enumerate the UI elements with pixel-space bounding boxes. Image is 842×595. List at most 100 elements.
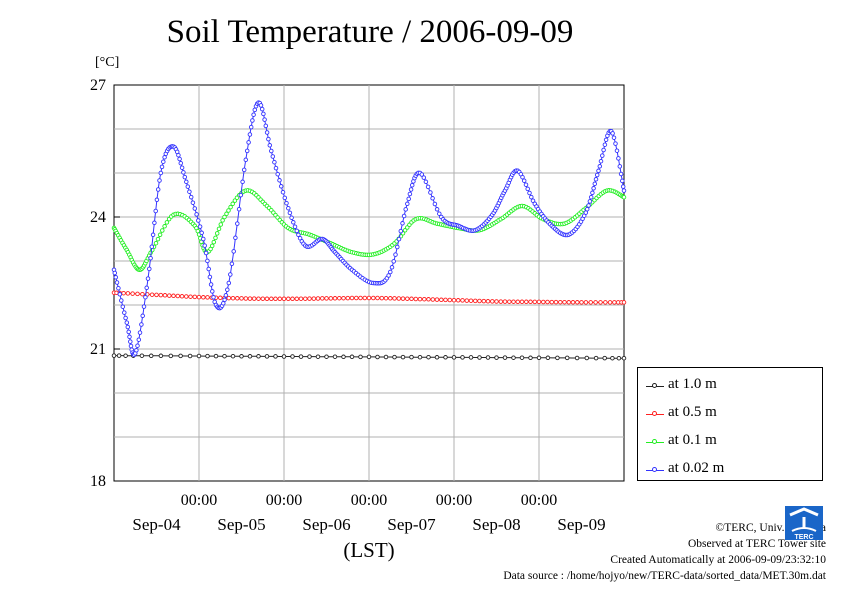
data-point (226, 280, 232, 286)
data-point (135, 291, 140, 297)
data-point (251, 296, 257, 301)
x-tick-date-label: Sep-06 (302, 515, 350, 534)
data-point (120, 304, 126, 309)
x-axis-label: (LST) (343, 538, 394, 562)
legend-label: at 0.1 m (668, 432, 717, 448)
data-point (477, 355, 482, 360)
data-point (402, 228, 408, 233)
data-point (477, 298, 482, 304)
data-point (434, 355, 440, 360)
data-point (409, 354, 414, 360)
data-point (616, 156, 621, 161)
data-point (190, 200, 196, 205)
data-point (250, 118, 255, 123)
data-point (119, 298, 124, 303)
data-point (428, 190, 433, 195)
data-point (320, 296, 325, 301)
data-point (311, 296, 317, 301)
data-point (121, 290, 126, 296)
data-point (230, 295, 236, 301)
data-point (205, 353, 210, 359)
data-point (202, 243, 207, 248)
data-point (298, 296, 304, 301)
data-point (401, 213, 407, 219)
data-point (123, 315, 128, 321)
data-point (588, 300, 593, 305)
data-point (187, 189, 192, 194)
data-point (179, 294, 185, 299)
data-point (485, 299, 491, 304)
data-point (515, 299, 521, 305)
data-point (603, 300, 608, 305)
data-point (392, 354, 397, 360)
legend-label: at 0.02 m (668, 460, 725, 476)
data-point (280, 189, 286, 195)
data-point (256, 354, 261, 359)
data-point (185, 184, 191, 189)
data-point (434, 207, 440, 212)
data-point (167, 293, 172, 298)
data-point (354, 295, 359, 301)
data-point (232, 198, 238, 203)
data-point (162, 224, 167, 229)
logo-text: TERC (794, 534, 813, 541)
legend-label: at 1.0 m (668, 376, 717, 392)
data-point (598, 158, 604, 164)
data-point (228, 204, 233, 210)
data-point (116, 285, 121, 291)
data-point (239, 296, 244, 301)
data-point (425, 184, 431, 190)
data-point (366, 354, 372, 360)
data-point (498, 299, 504, 304)
data-point (460, 298, 465, 303)
data-point (124, 320, 130, 325)
data-point (613, 141, 618, 146)
chart-credits: ©TERC, Univ. Tsukuba Observed at TERC To… (503, 520, 826, 584)
data-point (473, 298, 478, 304)
data-point (485, 355, 491, 360)
data-point (417, 296, 423, 302)
data-point (196, 218, 201, 223)
data-point (558, 299, 563, 305)
data-point (122, 310, 127, 315)
legend-item: at 0.5 m (638, 402, 822, 430)
data-point (196, 353, 202, 359)
data-point (328, 296, 334, 301)
data-point (181, 170, 186, 175)
data-point (144, 285, 149, 291)
terc-logo-icon: TERC (784, 505, 824, 541)
data-point (403, 207, 408, 212)
created-at-text: Created Automatically at 2006-09-09/23:3… (610, 554, 826, 566)
data-point (205, 258, 210, 264)
x-tick-date-label: Sep-08 (472, 515, 520, 534)
data-point (177, 156, 182, 162)
data-point (541, 299, 546, 305)
data-point (267, 143, 273, 148)
x-tick-time-label: 00:00 (436, 492, 472, 509)
data-point (584, 355, 590, 361)
data-point (223, 293, 229, 298)
data-point (149, 292, 155, 297)
data-point (408, 187, 414, 192)
data-point (187, 353, 193, 359)
data-point (511, 299, 516, 304)
data-point (437, 211, 442, 216)
legend-item: at 1.0 m (638, 374, 822, 402)
data-point (617, 164, 623, 169)
data-point (468, 355, 474, 360)
legend-item: at 0.02 m (638, 458, 822, 486)
data-point (244, 148, 250, 154)
data-point (494, 355, 499, 360)
x-tick-time-label: 00:00 (351, 492, 387, 509)
data-point (247, 132, 253, 137)
data-point (451, 297, 457, 303)
data-point (192, 206, 198, 211)
data-point (218, 295, 223, 301)
data-point (199, 230, 204, 236)
data-point (241, 167, 247, 173)
data-point (594, 172, 600, 178)
data-point (464, 298, 470, 303)
data-point (575, 300, 580, 305)
data-point (184, 294, 189, 299)
